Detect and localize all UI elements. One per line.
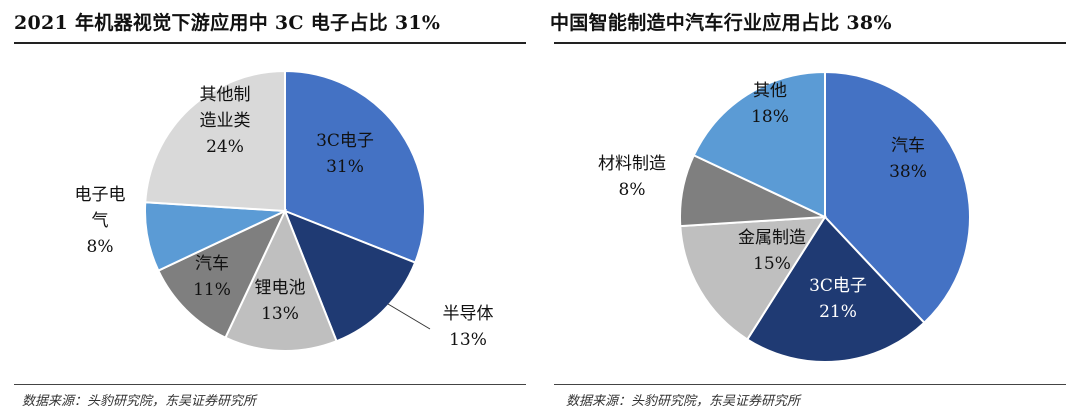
slice-name-0: 汽车: [891, 136, 925, 156]
slice-name-2: 锂电池: [255, 278, 306, 298]
slice-value-2: 13%: [261, 304, 299, 324]
left-chart-panel: 2021 年机器视觉下游应用中 3C 电子占比 31% 3C电子 31% 半导体 13…: [14, 12, 526, 409]
slice-label-1: 3C电子 21%: [809, 276, 867, 322]
right-pie-chart: 汽车 38% 3C电子 21% 金属制造 15% 材料制造 8% 其他 18%: [598, 70, 971, 363]
slice-name-3: 材料制造: [598, 154, 666, 174]
pie-slice-1: [745, 215, 926, 363]
pie-slice-2: [224, 208, 338, 352]
pie-slice-1: [283, 209, 417, 343]
slice-label-0: 汽车 38%: [889, 136, 927, 182]
slice-label-3: 汽车 11%: [193, 254, 231, 300]
right-chart-source: 数据来源：头豹研究院，东吴证券研究所: [566, 394, 801, 409]
slice-label-5: 其他制造业类 24%: [200, 85, 251, 157]
slice-name-4: 电子电: [75, 185, 126, 205]
pie-slice-2: [679, 215, 827, 341]
slice-value-2: 15%: [753, 254, 791, 274]
slice-label-2: 锂电池 13%: [255, 278, 306, 324]
pie-slice-0: [824, 70, 971, 325]
pie-slice-3: [156, 208, 288, 340]
pie-slice-4: [692, 70, 826, 219]
slice-label-4: 其他 18%: [751, 81, 789, 127]
pie-slice-0: [284, 69, 426, 264]
slice-label-2: 金属制造 15%: [738, 228, 806, 274]
slice-value-4: 18%: [751, 107, 789, 127]
right-bottom-rule: [554, 384, 1066, 385]
slice-name-1: 3C电子: [809, 276, 867, 296]
slice-name-0: 3C电子: [316, 131, 374, 151]
left-chart-source: 数据来源：头豹研究院，东吴证券研究所: [22, 394, 257, 409]
slice-name-4: 气: [92, 211, 109, 231]
slice-label-1: 半导体 13%: [443, 304, 494, 350]
slice-value-5: 24%: [206, 137, 244, 157]
slice-name-2: 金属制造: [738, 228, 806, 248]
slice-name-1: 半导体: [443, 304, 494, 324]
left-chart-title: 2021 年机器视觉下游应用中 3C 电子占比 31%: [14, 12, 441, 34]
slice-value-1: 13%: [449, 330, 487, 350]
slice-name-5: 其他制: [200, 85, 251, 105]
callout-line-1: [387, 303, 431, 330]
slice-name-4: 其他: [753, 81, 787, 101]
slice-value-4: 8%: [87, 237, 114, 257]
slice-value-1: 21%: [819, 302, 857, 322]
left-pie-chart: 3C电子 31% 半导体 13% 锂电池 13% 汽车 11% 电子电气 8% 其他制造业类 24%: [75, 69, 494, 352]
slice-value-0: 38%: [889, 162, 927, 182]
slice-value-0: 31%: [326, 157, 364, 177]
slice-value-3: 8%: [619, 180, 646, 200]
slice-name-5: 造业类: [200, 111, 251, 131]
slice-label-0: 3C电子 31%: [316, 131, 374, 177]
right-chart-panel: 中国智能制造中汽车行业应用占比 38% 汽车 38% 3C电子 21% 金属制造 15% 材…: [540, 0, 1080, 413]
slice-label-3: 材料制造 8%: [598, 154, 666, 200]
pie-slice-5: [144, 69, 286, 213]
left-title-rule: [14, 42, 526, 44]
right-chart-title: 中国智能制造中汽车行业应用占比 38%: [550, 12, 892, 34]
right-title-rule: [554, 42, 1066, 44]
left-bottom-rule: [14, 384, 526, 385]
slice-name-3: 汽车: [195, 254, 229, 274]
slice-value-3: 11%: [193, 280, 231, 300]
slice-label-4: 电子电气 8%: [75, 185, 126, 257]
